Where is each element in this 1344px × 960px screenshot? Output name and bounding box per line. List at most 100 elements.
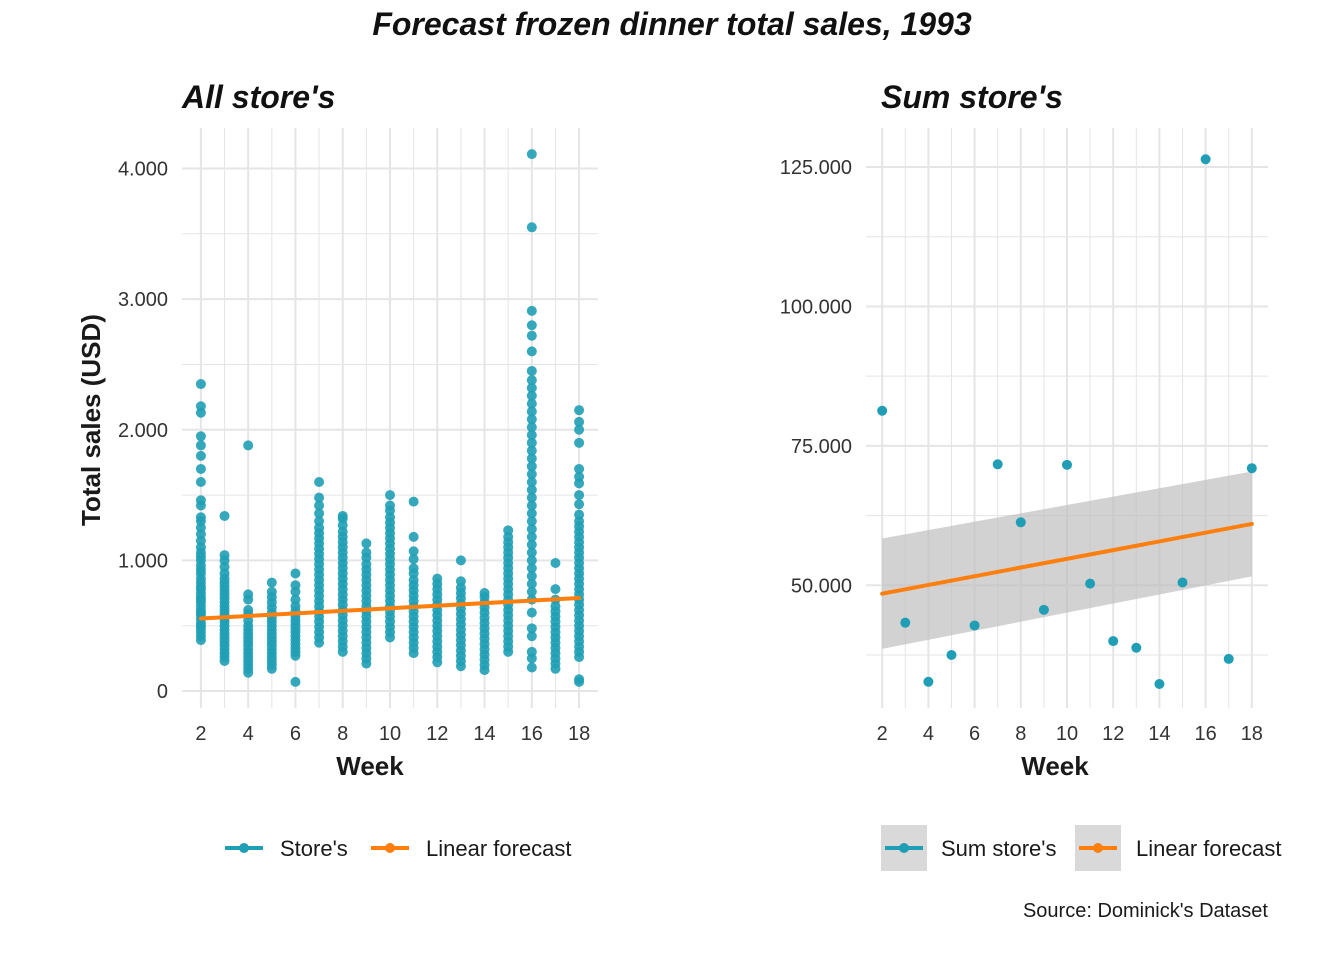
data-point bbox=[574, 471, 585, 482]
legend-label: Sum store's bbox=[941, 836, 1056, 861]
data-point bbox=[195, 379, 206, 390]
figure-title: Forecast frozen dinner total sales, 1993 bbox=[372, 6, 972, 42]
data-point bbox=[1108, 636, 1119, 647]
data-point bbox=[526, 390, 537, 401]
y-tick-label: 4.000 bbox=[118, 158, 168, 180]
data-point bbox=[195, 477, 206, 488]
data-point bbox=[526, 461, 537, 472]
data-point bbox=[526, 429, 537, 440]
y-tick-label: 50.000 bbox=[791, 575, 852, 597]
y-tick-label: 3.000 bbox=[118, 289, 168, 311]
data-point bbox=[195, 431, 206, 442]
x-tick-label: 2 bbox=[195, 723, 206, 745]
data-point bbox=[408, 496, 419, 507]
data-point bbox=[550, 558, 561, 568]
x-axis-title: Week bbox=[1021, 751, 1089, 781]
data-point bbox=[290, 568, 301, 579]
data-point bbox=[992, 459, 1003, 470]
data-point bbox=[526, 539, 537, 550]
x-tick-label: 16 bbox=[1194, 723, 1216, 745]
data-point bbox=[1131, 642, 1142, 653]
x-tick-label: 10 bbox=[1056, 723, 1078, 745]
legend: Sum store's Linear forecast bbox=[881, 825, 1282, 871]
data-point bbox=[526, 305, 537, 316]
x-tick-label: 12 bbox=[426, 723, 448, 745]
data-point bbox=[1177, 577, 1188, 588]
data-point bbox=[195, 401, 206, 412]
legend-key-point bbox=[239, 843, 249, 853]
x-tick-label: 6 bbox=[969, 723, 980, 745]
data-point bbox=[526, 346, 537, 357]
data-point bbox=[1038, 604, 1049, 615]
data-point bbox=[243, 589, 254, 600]
data-point bbox=[526, 662, 537, 673]
data-point bbox=[290, 594, 301, 605]
data-point bbox=[195, 512, 206, 523]
data-point bbox=[946, 650, 957, 661]
data-point bbox=[526, 477, 537, 488]
data-point bbox=[526, 382, 537, 393]
data-point bbox=[574, 499, 585, 510]
data-point bbox=[526, 406, 537, 417]
y-tick-label: 1.000 bbox=[118, 550, 168, 572]
y-tick-label: 125.000 bbox=[780, 157, 852, 179]
data-point bbox=[526, 623, 537, 634]
data-point bbox=[385, 490, 395, 501]
data-point bbox=[526, 508, 537, 519]
data-point bbox=[526, 149, 537, 160]
data-point bbox=[526, 375, 537, 386]
x-tick-label: 8 bbox=[337, 723, 348, 745]
forecast-line bbox=[880, 521, 1254, 596]
data-point bbox=[526, 222, 537, 233]
y-tick-label: 0 bbox=[157, 681, 168, 703]
data-point bbox=[408, 554, 419, 565]
data-point bbox=[526, 547, 537, 558]
data-point bbox=[1246, 463, 1257, 474]
data-point bbox=[877, 405, 888, 416]
data-point bbox=[314, 500, 325, 511]
legend-label: Store's bbox=[280, 836, 348, 861]
x-tick-label: 6 bbox=[290, 723, 301, 745]
data-point bbox=[526, 330, 537, 341]
x-tick-label: 14 bbox=[473, 723, 495, 745]
data-point bbox=[574, 437, 585, 448]
data-point bbox=[243, 605, 254, 616]
x-tick-label: 8 bbox=[1015, 723, 1026, 745]
data-point bbox=[574, 463, 585, 474]
data-point bbox=[195, 450, 206, 461]
data-point bbox=[1223, 653, 1234, 664]
data-point bbox=[526, 607, 537, 618]
data-point bbox=[290, 676, 301, 687]
data-point bbox=[385, 500, 395, 511]
data-point bbox=[526, 531, 537, 542]
data-point bbox=[526, 555, 537, 566]
x-tick-label: 12 bbox=[1102, 723, 1124, 745]
y-tick-label: 2.000 bbox=[118, 420, 168, 442]
data-point bbox=[408, 546, 419, 557]
data-point bbox=[526, 500, 537, 511]
data-point bbox=[526, 398, 537, 409]
panel-title: All store's bbox=[181, 79, 335, 115]
data-point bbox=[574, 674, 585, 685]
data-point bbox=[526, 578, 537, 589]
data-point bbox=[526, 484, 537, 495]
data-point bbox=[923, 676, 934, 687]
x-tick-label: 10 bbox=[379, 723, 401, 745]
data-point bbox=[526, 516, 537, 527]
data-point bbox=[969, 620, 980, 631]
data-point bbox=[314, 516, 325, 527]
data-point bbox=[1085, 578, 1096, 589]
panel-2: 2 4 6 8 10 12 14 16 18 50.000 75.000 100.000 125.000… bbox=[780, 79, 1282, 871]
y-tick-label: 75.000 bbox=[791, 436, 852, 458]
x-tick-label: 2 bbox=[877, 723, 888, 745]
data-point bbox=[314, 477, 325, 488]
legend-key-point bbox=[385, 843, 395, 853]
data-point bbox=[526, 445, 537, 456]
data-point bbox=[479, 588, 490, 599]
data-point bbox=[1200, 154, 1211, 165]
data-point bbox=[503, 525, 514, 536]
legend: Store's Linear forecast bbox=[225, 836, 572, 861]
data-point bbox=[526, 492, 537, 503]
x-tick-label: 14 bbox=[1148, 723, 1170, 745]
